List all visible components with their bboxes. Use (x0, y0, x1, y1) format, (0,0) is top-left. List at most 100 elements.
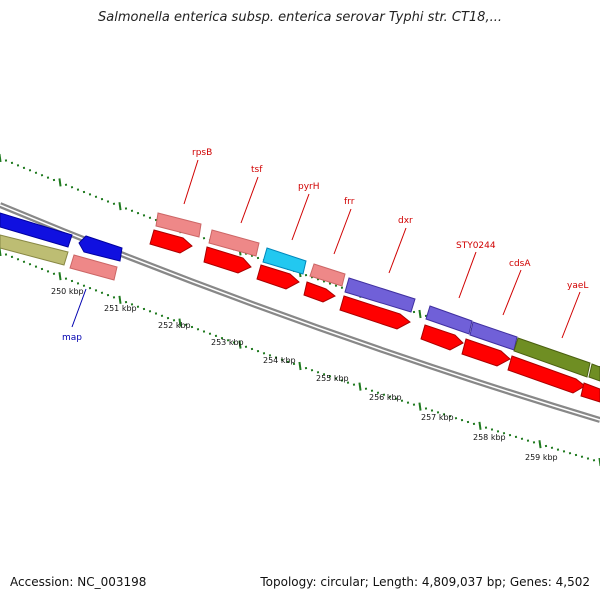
ring-dot (202, 330, 206, 333)
ring-dot (508, 433, 512, 437)
gene-label-dxr[interactable]: dxr (398, 216, 413, 226)
tick-label-254: 254 kbp (263, 356, 296, 365)
ring-dot (94, 289, 98, 292)
ring-dot (88, 286, 92, 290)
feature-tsf-cds[interactable] (203, 246, 252, 274)
ring-dot (388, 395, 392, 398)
ring-tick (58, 178, 62, 187)
tick-label-257: 257 kbp (421, 413, 454, 422)
ring-dot (292, 362, 296, 366)
ring-dot (484, 426, 488, 429)
ring-dot (4, 253, 8, 256)
ring-dot (424, 407, 428, 410)
ring-dot (196, 328, 200, 331)
feature-STY0244-purple[interactable] (425, 305, 473, 335)
ring-dot (592, 459, 596, 462)
gene-label-tsf[interactable]: tsf (251, 165, 263, 175)
ring-dot (124, 207, 128, 210)
ring-tick (0, 247, 2, 257)
ring-dot (100, 291, 104, 294)
ring-dot (526, 439, 530, 442)
ring-tick (58, 272, 62, 281)
ring-dot (286, 360, 290, 363)
tick-label-251: 251 kbp (104, 304, 137, 313)
tick-labels: 250 kbp 251 kbp 252 kbp 253 kbp 254 kbp … (51, 287, 558, 462)
ring-tick (418, 402, 422, 411)
gene-label-frr[interactable]: frr (344, 197, 355, 207)
gene-label-rpsB[interactable]: rpsB (192, 148, 212, 158)
ring-dot (256, 256, 260, 260)
ring-dot (412, 403, 416, 406)
ring-dot (310, 369, 314, 372)
feature-yaeL-green[interactable] (513, 337, 600, 382)
ring-dot (64, 277, 68, 280)
feature-STY0244-cds[interactable] (420, 324, 464, 351)
ring-dot (250, 347, 254, 351)
ring-dot (244, 345, 248, 348)
ring-dot (268, 354, 272, 357)
ring-dot (112, 202, 116, 205)
ring-dot (460, 418, 464, 422)
ring-dot (70, 279, 74, 283)
map-title: Salmonella enterica subsp. enterica sero… (98, 10, 502, 25)
ring-dot (382, 393, 386, 396)
ring-dot (466, 420, 470, 424)
tick-label-258: 258 kbp (473, 433, 506, 442)
feature-yaeL-cds[interactable] (507, 355, 600, 403)
ring-dot (4, 159, 8, 162)
ring-dot (112, 296, 116, 299)
ring-dot (328, 375, 332, 378)
feature-rrna-left-blue[interactable] (0, 212, 73, 248)
ring-tick (538, 440, 542, 449)
feature-olive-left[interactable] (0, 234, 69, 266)
feature-map-gene[interactable] (69, 254, 118, 281)
label-leaders (71, 159, 581, 339)
feature-map-arrow[interactable] (78, 235, 123, 262)
ring-dot (340, 379, 344, 382)
ring-dot (40, 174, 44, 177)
ring-dot (352, 383, 356, 386)
ring-dot (562, 450, 566, 453)
ring-dot (442, 413, 446, 416)
ring-dot (46, 270, 50, 273)
ring-tick (418, 309, 422, 319)
ring-tick (118, 202, 122, 211)
ring-dot (370, 389, 374, 392)
genome-stats-label: Topology: circular; Length: 4,809,037 bp… (260, 575, 590, 589)
gene-label-yaeL[interactable]: yaeL (567, 281, 588, 291)
feature-frr-pink[interactable] (309, 263, 346, 287)
gene-label-map[interactable]: map (62, 333, 82, 343)
feature-pyrH-cds[interactable] (256, 264, 300, 290)
feature-rpsB-cds[interactable] (149, 229, 193, 254)
ring-dot (34, 265, 38, 268)
ring-tick (358, 382, 362, 391)
ring-dot (490, 428, 494, 431)
feature-dxr-purple[interactable] (344, 277, 416, 313)
ring-dot (502, 432, 506, 435)
feature-pyrH-cyan[interactable] (262, 247, 307, 275)
ring-dot (376, 391, 380, 394)
feature-dxr-cds[interactable] (339, 295, 411, 330)
feature-tsf-pink[interactable] (208, 229, 260, 257)
ring-dot (430, 409, 434, 412)
feature-cdsA-cds[interactable] (461, 338, 511, 367)
ring-dot (214, 334, 218, 338)
gene-label-STY0244[interactable]: STY0244 (456, 241, 496, 251)
ring-dot (232, 341, 236, 344)
ring-tick (118, 295, 122, 304)
ring-dot (322, 373, 326, 376)
tick-label-252: 252 kbp (158, 321, 191, 330)
feature-frr-cds[interactable] (303, 281, 336, 303)
ring-dot (436, 411, 440, 414)
feature-rpsB-pink[interactable] (155, 212, 202, 238)
gene-label-pyrH[interactable]: pyrH (298, 182, 320, 192)
ring-dot (52, 178, 56, 182)
ring-dot (400, 399, 404, 402)
ring-dot (130, 209, 134, 212)
ring-dot (364, 387, 368, 390)
gene-label-cdsA[interactable]: cdsA (509, 259, 531, 269)
ring-dot (412, 310, 416, 314)
ring-dot (316, 371, 320, 374)
ring-dot (34, 171, 38, 174)
